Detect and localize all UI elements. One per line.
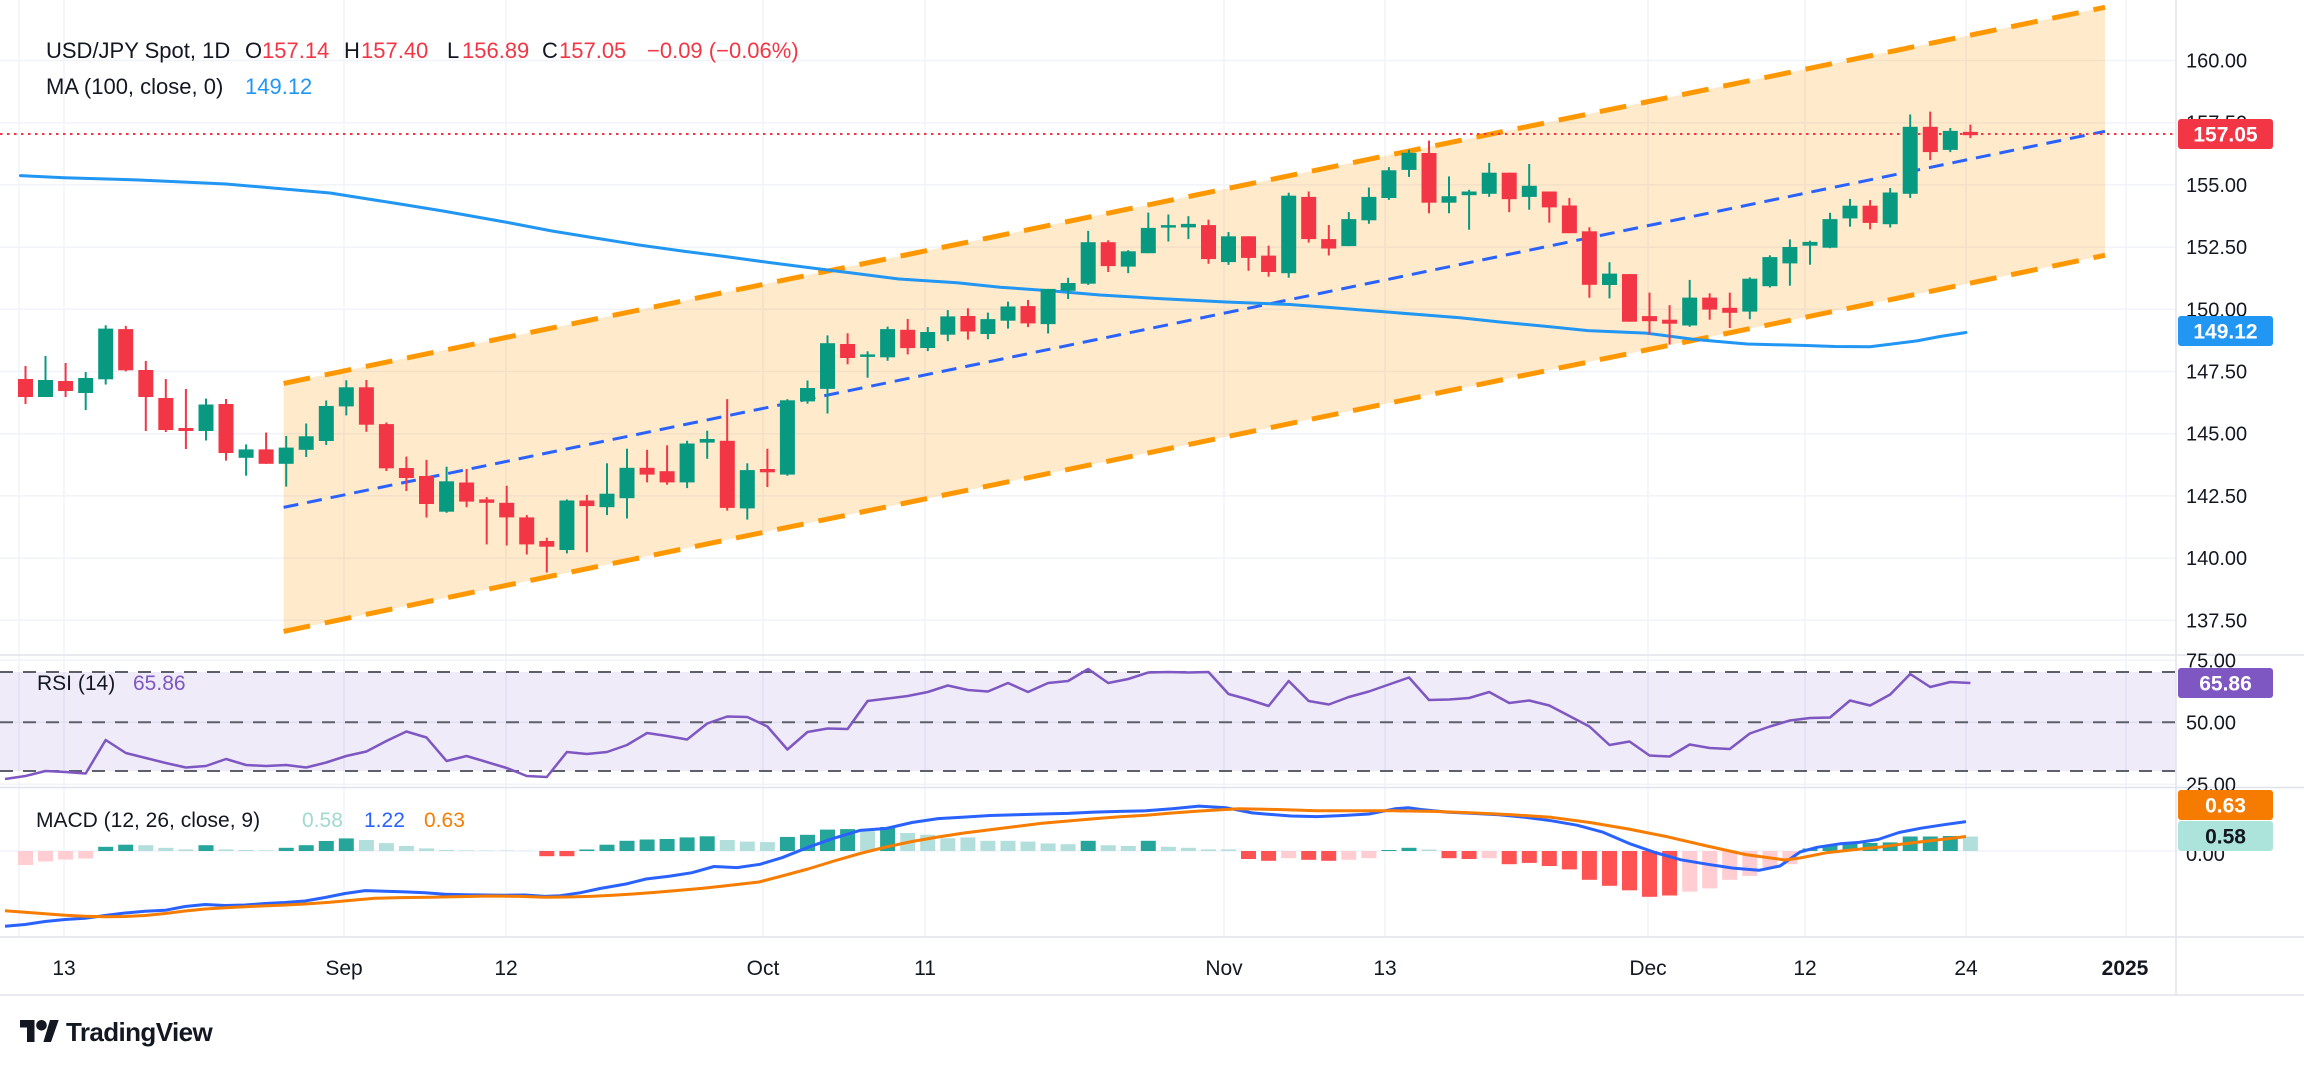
svg-text:2025: 2025 bbox=[2102, 957, 2149, 980]
svg-text:149.12: 149.12 bbox=[2193, 321, 2257, 344]
svg-text:TradingView: TradingView bbox=[66, 1017, 213, 1047]
svg-text:Nov: Nov bbox=[1205, 957, 1243, 980]
svg-text:13: 13 bbox=[1373, 957, 1396, 980]
svg-text:142.50: 142.50 bbox=[2186, 486, 2247, 508]
svg-text:Oct: Oct bbox=[747, 957, 780, 980]
svg-text:12: 12 bbox=[494, 957, 517, 980]
svg-text:160.00: 160.00 bbox=[2186, 51, 2247, 73]
svg-text:RSI (14)65.86: RSI (14)65.86 bbox=[37, 672, 186, 695]
svg-text:50.00: 50.00 bbox=[2186, 712, 2236, 734]
svg-text:MACD (12, 26, close, 9)0.581.2: MACD (12, 26, close, 9)0.581.220.63 bbox=[36, 809, 465, 832]
svg-text:MA (100, close, 0)149.12: MA (100, close, 0)149.12 bbox=[46, 74, 312, 99]
svg-text:140.00: 140.00 bbox=[2186, 548, 2247, 570]
svg-text:24: 24 bbox=[1954, 957, 1978, 980]
svg-text:Dec: Dec bbox=[1629, 957, 1666, 980]
svg-text:155.00: 155.00 bbox=[2186, 175, 2247, 197]
svg-text:13: 13 bbox=[52, 957, 75, 980]
svg-text:137.50: 137.50 bbox=[2186, 610, 2247, 632]
svg-text:Sep: Sep bbox=[325, 957, 362, 980]
svg-text:0.63: 0.63 bbox=[2205, 795, 2246, 818]
svg-text:0.58: 0.58 bbox=[2205, 826, 2246, 849]
svg-text:11: 11 bbox=[914, 957, 936, 980]
svg-text:152.50: 152.50 bbox=[2186, 237, 2247, 259]
svg-text:12: 12 bbox=[1793, 957, 1816, 980]
svg-text:147.50: 147.50 bbox=[2186, 362, 2247, 384]
svg-text:65.86: 65.86 bbox=[2199, 673, 2252, 696]
svg-text:157.05: 157.05 bbox=[2193, 124, 2258, 147]
svg-text:145.00: 145.00 bbox=[2186, 424, 2247, 446]
